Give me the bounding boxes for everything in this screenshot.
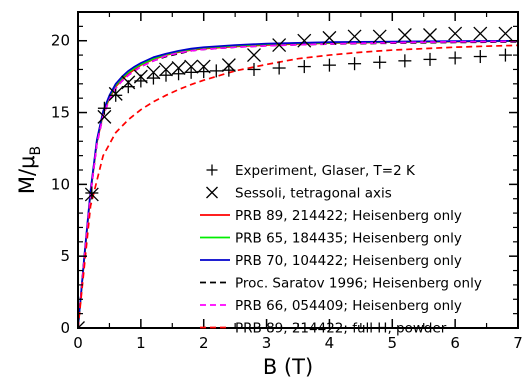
sessoli-tetragonal-axis-point <box>121 75 136 90</box>
sessoli-tetragonal-axis-point <box>272 38 287 52</box>
experiment-glaser-t-2-k-point <box>398 54 412 68</box>
y-tick-label: 20 <box>51 32 70 50</box>
experiment-glaser-t-2-k-point <box>272 61 286 75</box>
axis-ticks <box>77 12 519 329</box>
sessoli-tetragonal-axis-point <box>297 33 312 48</box>
x-tick-label: 2 <box>199 334 209 352</box>
sessoli-tetragonal-axis-point <box>159 62 173 77</box>
sessoli-tetragonal-axis-point <box>397 28 412 42</box>
experiment-glaser-t-2-k-point <box>159 68 173 82</box>
x-tick-label: 6 <box>450 334 460 352</box>
prb-89-214422-full-h-powder-line <box>78 44 518 328</box>
sessoli-tetragonal-axis-point <box>184 59 199 74</box>
series-markers <box>78 26 513 328</box>
sessoli-tetragonal-axis-point <box>84 187 99 202</box>
sessoli-tetragonal-axis-point <box>347 29 362 44</box>
experiment-glaser-t-2-k-point <box>498 48 512 62</box>
experiment-glaser-t-2-k-point <box>423 52 437 66</box>
legend-label-prb-89-214422-full-h-powder: PRB 89, 214422; full H, powder <box>235 321 447 337</box>
experiment-glaser-t-2-k-point <box>172 67 186 81</box>
experiment-glaser-t-2-k-point <box>97 101 111 115</box>
experiment-glaser-t-2-k-point <box>109 88 123 102</box>
sessoli-tetragonal-axis-point <box>498 26 513 41</box>
y-tick-label: 5 <box>60 247 70 265</box>
legend-label-prb-70-104422-heisenberg-only: PRB 70, 104422; Heisenberg only <box>235 253 462 269</box>
x-tick-label: 1 <box>136 334 146 352</box>
sessoli-tetragonal-axis-point <box>171 61 186 75</box>
legend-label-prb-65-184435-heisenberg-only: PRB 65, 184435; Heisenberg only <box>235 231 462 247</box>
legend-label-prb-66-054409-heisenberg-only: PRB 66, 054409; Heisenberg only <box>235 298 462 314</box>
x-tick-label: 4 <box>325 334 335 352</box>
legend: Experiment, Glaser, T=2 K Sessoli, tetrag… <box>200 163 482 337</box>
sessoli-tetragonal-axis-point <box>196 59 211 74</box>
y-axis-label-subscript: B <box>28 146 44 156</box>
y-tick-label: 15 <box>51 104 70 122</box>
x-tick-label: 3 <box>262 334 272 352</box>
sessoli-tetragonal-axis-point <box>448 26 463 41</box>
y-axis-label-main: M/μ <box>15 156 39 195</box>
legend-label-proc-saratov-1996-heisenberg-only: Proc. Saratov 1996; Heisenberg only <box>235 276 482 292</box>
y-axis-label: M/μB <box>15 146 44 194</box>
legend-marker-sessoli-tetragonal-axis <box>206 186 218 199</box>
x-tick-label: 5 <box>388 334 398 352</box>
experiment-glaser-t-2-k-point <box>373 55 387 69</box>
experiment-glaser-t-2-k-point <box>184 65 198 79</box>
sessoli-tetragonal-axis-point <box>146 65 161 80</box>
sessoli-tetragonal-axis-point <box>97 109 112 124</box>
sessoli-tetragonal-axis-point <box>372 29 387 44</box>
experiment-glaser-t-2-k-point <box>85 186 99 200</box>
sessoli-tetragonal-axis-point <box>322 30 337 45</box>
x-axis-label: B (T) <box>263 355 313 379</box>
experiment-glaser-t-2-k-point <box>473 50 487 64</box>
sessoli-tetragonal-axis-point <box>423 28 437 42</box>
x-tick-label: 0 <box>73 334 83 352</box>
y-tick-label: 10 <box>51 175 70 193</box>
legend-label-experiment-glaser-t-2-k: Experiment, Glaser, T=2 K <box>235 163 416 179</box>
legend-label-prb-89-214422-heisenberg-only: PRB 89, 214422; Heisenberg only <box>235 208 462 224</box>
experiment-glaser-t-2-k-point <box>209 64 223 78</box>
sessoli-tetragonal-axis-point <box>133 69 148 84</box>
experiment-glaser-t-2-k-point <box>348 57 362 71</box>
sessoli-tetragonal-axis-point <box>78 321 85 328</box>
experiment-glaser-t-2-k-point <box>297 60 311 74</box>
experiment-glaser-t-2-k-point <box>247 62 261 76</box>
experiment-glaser-t-2-k-point <box>448 51 462 65</box>
sessoli-tetragonal-axis-point <box>108 86 123 101</box>
experiment-glaser-t-2-k-point <box>146 71 160 85</box>
legend-marker-experiment-glaser-t-2-k <box>206 164 218 176</box>
prb-66-054409-heisenberg-only-line <box>78 40 518 328</box>
legend-label-sessoli-tetragonal-axis: Sessoli, tetragonal axis <box>235 186 392 202</box>
y-tick-label: 0 <box>60 319 70 337</box>
sessoli-tetragonal-axis-point <box>247 48 261 63</box>
x-tick-label: 7 <box>513 334 523 352</box>
axis-tick-labels: 0 1 2 3 4 5 6 7 0 5 10 15 20 <box>51 32 523 352</box>
experiment-glaser-t-2-k-point <box>322 58 336 72</box>
sessoli-tetragonal-axis-point <box>473 26 488 41</box>
sessoli-tetragonal-axis-point <box>221 58 236 73</box>
